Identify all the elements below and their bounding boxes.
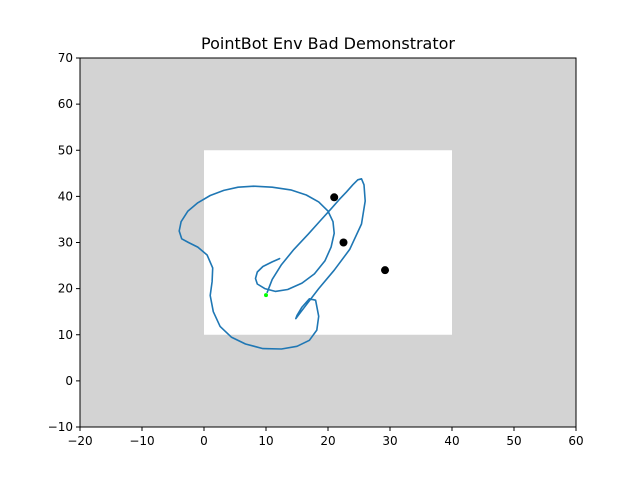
- y-tick-label: 70: [58, 51, 73, 65]
- obstacle-point-2: [339, 238, 348, 247]
- x-tick-label: −20: [67, 434, 92, 448]
- x-axis: −20 −10 0 10 20 30 40 50 60: [67, 427, 584, 448]
- y-tick-label: 60: [58, 97, 73, 111]
- y-tick-label: 50: [58, 143, 73, 157]
- free-region: [204, 150, 452, 335]
- trajectory-line: [178, 178, 366, 350]
- plot-frame: [79, 57, 577, 428]
- x-tick-label: 0: [200, 434, 208, 448]
- y-tick-label: −10: [48, 420, 73, 434]
- x-tick-label: 30: [382, 434, 397, 448]
- y-tick-label: 0: [65, 374, 73, 388]
- x-tick-label: 40: [444, 434, 459, 448]
- y-tick-label: 40: [58, 189, 73, 203]
- x-tick-label: 20: [320, 434, 335, 448]
- y-tick-label: 30: [58, 236, 73, 250]
- y-tick-label: 20: [58, 282, 73, 296]
- x-tick-label: −10: [129, 434, 154, 448]
- start-point: [264, 293, 268, 298]
- y-tick-label: 10: [58, 328, 73, 342]
- chart-title: PointBot Env Bad Demonstrator: [201, 34, 455, 53]
- x-tick-label: 60: [568, 434, 583, 448]
- y-axis: −10 0 10 20 30 40 50 60 70: [48, 51, 80, 434]
- obstacle-point-3: [381, 266, 390, 275]
- x-tick-label: 50: [506, 434, 521, 448]
- x-tick-label: 10: [258, 434, 273, 448]
- obstacle-points: [330, 193, 390, 275]
- plot-area: [80, 58, 576, 427]
- obstacle-point-1: [330, 193, 339, 202]
